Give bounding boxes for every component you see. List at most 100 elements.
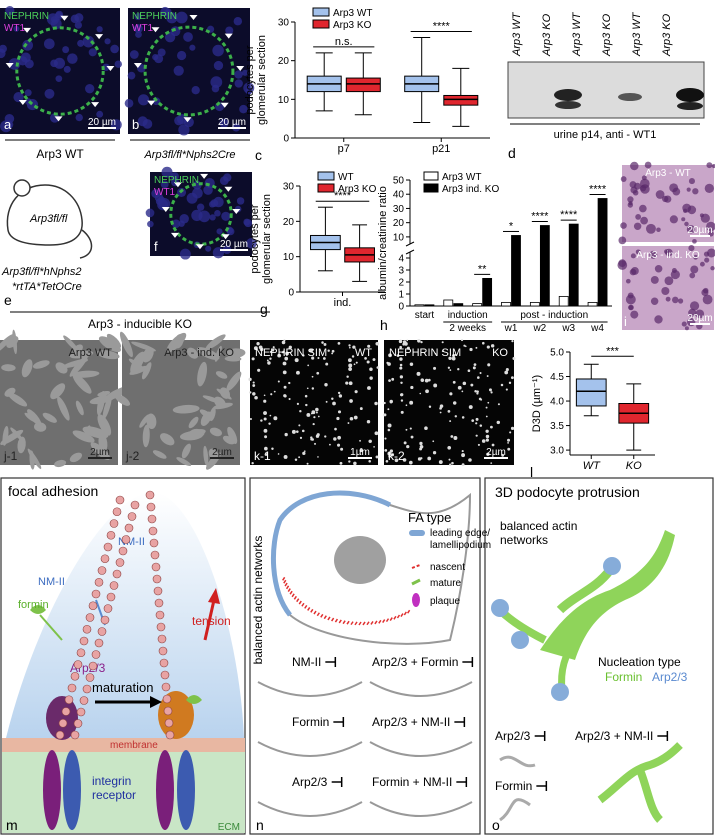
nascent-fa (374, 620, 378, 625)
process-label: maturation (92, 680, 153, 695)
speckle (372, 358, 376, 362)
fa-condition-arcs (257, 681, 363, 697)
speckle (383, 401, 386, 405)
speckle (439, 411, 442, 414)
speckle (346, 375, 349, 378)
image-title: NEPHRIN SIM (255, 347, 327, 359)
nucleus (213, 196, 224, 208)
speckle (473, 363, 477, 366)
arrowhead (60, 15, 69, 21)
speckle (448, 356, 452, 360)
process (6, 335, 19, 348)
arrowhead (147, 100, 156, 106)
speckle (333, 437, 337, 441)
nucleus (54, 12, 63, 21)
cell (702, 294, 713, 305)
stain-label: WT1 (154, 187, 176, 198)
panel-frames (0, 477, 714, 835)
speckle (317, 415, 320, 418)
nascent-fa (293, 595, 297, 600)
condition-label: Arp2/3 + NM-II (372, 715, 450, 729)
nucleus (213, 60, 224, 71)
speckle (309, 348, 314, 353)
speckle (383, 413, 387, 417)
process (186, 347, 199, 359)
fa-condition-arcs (369, 801, 473, 817)
x-tick-label: WT (583, 460, 601, 472)
western-blot (507, 61, 705, 119)
speckle (324, 383, 328, 387)
box (575, 378, 607, 407)
bar (414, 304, 425, 307)
nascent-fa (284, 582, 288, 587)
process (98, 336, 121, 353)
process (213, 402, 233, 410)
actin-bead (70, 671, 80, 681)
process (106, 333, 122, 349)
speckle (291, 429, 296, 434)
speckle (420, 340, 423, 344)
actin-bead (100, 615, 110, 625)
process (29, 450, 35, 470)
speckle (507, 441, 509, 444)
y-tick-label: 50 (393, 176, 405, 187)
axis-break (405, 249, 415, 255)
speckle (267, 361, 271, 365)
nucleus (74, 21, 83, 29)
speckle (270, 393, 273, 396)
process (32, 360, 50, 369)
nascent-fa (382, 619, 386, 623)
speckle (449, 420, 452, 422)
nascent-fa (289, 590, 293, 595)
receptor-label: integrin (92, 774, 131, 788)
actin-bead (164, 718, 174, 728)
focal-adhesion-drawing (156, 750, 174, 830)
nucleus (129, 50, 139, 59)
western-blot (676, 88, 704, 102)
speckle (351, 355, 355, 358)
fa-cell-drawing (271, 490, 392, 617)
speckle (277, 380, 280, 383)
nucleus (179, 248, 191, 260)
nucleus (183, 32, 193, 42)
actin-bead (73, 719, 83, 728)
speckle (345, 381, 349, 385)
fa-condition-arcs (369, 741, 473, 757)
speckle (447, 366, 450, 369)
speckle (409, 427, 412, 430)
speckle (339, 461, 343, 465)
nucleus (96, 110, 104, 118)
cell (618, 236, 627, 245)
cell (650, 297, 659, 306)
nascent-fa (393, 615, 397, 620)
x-tick-label: w2 (532, 323, 546, 334)
nucleus (189, 44, 196, 51)
western-blot (618, 93, 642, 101)
speckle (453, 436, 458, 440)
nucleus (171, 219, 181, 228)
nucleus (174, 115, 184, 126)
nucleus (145, 208, 155, 218)
speckle (461, 339, 464, 342)
speckle (337, 410, 342, 414)
nucleus (160, 180, 169, 189)
speckle (402, 340, 407, 344)
speckle (296, 402, 300, 405)
speckle (511, 340, 514, 343)
y-tick-label: 1 (398, 290, 404, 301)
speckle (389, 400, 393, 404)
protrusion-drawing (540, 530, 675, 660)
panel-label: j-2 (125, 449, 140, 463)
speckle (298, 424, 301, 427)
cell (706, 162, 713, 169)
process (202, 395, 222, 404)
speckle (425, 389, 429, 394)
stain-label: WT1 (4, 23, 26, 34)
y-tick-label: 20 (278, 56, 290, 67)
y-tick-label: 20 (393, 218, 405, 229)
speckle (488, 388, 492, 392)
focal-adhesion-drawing (43, 750, 61, 830)
cell (665, 296, 671, 302)
speckle (353, 363, 356, 366)
bar (424, 304, 435, 307)
